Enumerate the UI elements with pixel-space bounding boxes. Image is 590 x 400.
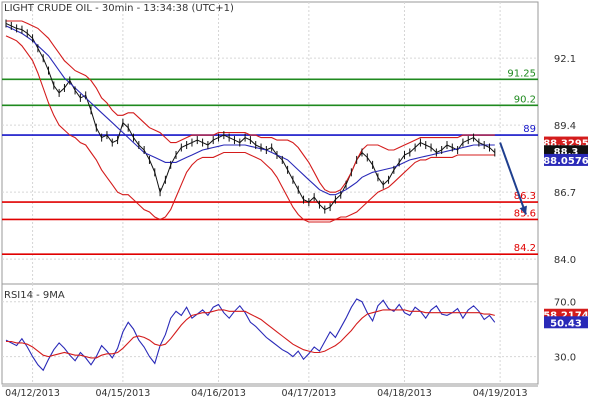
x-tick-label: 04/16/2013 <box>191 388 246 399</box>
series-price <box>5 22 496 211</box>
axis-tick-labels: 92.1 89.4 86.7 84.0 70.0 30.0 04/12/2013 04/15/… <box>5 54 576 399</box>
level-label: 91.25 <box>507 68 536 79</box>
rsi-series-group <box>5 298 496 372</box>
value-badge: 88.0576 <box>543 153 589 167</box>
y-tick-label-main: 84.0 <box>554 255 576 266</box>
forecast-arrow-shaft <box>499 142 527 215</box>
rsi-panel-title: RSI14 - 9MA <box>4 290 65 301</box>
rsi-panel-frame <box>1 283 539 385</box>
level-label: 84.2 <box>514 243 536 254</box>
y-tick-label-rsi: 30.0 <box>554 353 576 364</box>
value-badge-label: 88.3295 <box>543 139 589 150</box>
x-tick-label: 04/12/2013 <box>5 388 60 399</box>
x-tick-label: 04/17/2013 <box>281 388 336 399</box>
level-label: 86.3 <box>514 191 536 202</box>
value-badge: 50.43 <box>544 316 588 329</box>
x-tick-label: 04/19/2013 <box>473 388 528 399</box>
level-label: 90.2 <box>514 94 536 105</box>
series-rsi-ma <box>6 309 495 359</box>
main-chart-title: LIGHT CRUDE OIL - 30min - 13:34:38 (UTC+… <box>4 3 234 14</box>
series-rsi <box>5 298 496 372</box>
y-tick-label-main: 89.4 <box>554 121 576 132</box>
x-tick-label: 04/15/2013 <box>96 388 151 399</box>
price-series-group <box>5 19 527 223</box>
y-tick-label-main: 86.7 <box>554 188 576 199</box>
x-tick-label: 04/18/2013 <box>377 388 432 399</box>
chart-frame <box>1 1 539 387</box>
value-badge-box <box>544 153 588 166</box>
series-bollinger-upper <box>6 20 495 193</box>
forecast-arrow-head <box>519 205 527 215</box>
series-moving-average <box>5 25 495 196</box>
series-bollinger-lower <box>5 35 495 223</box>
y-tick-label-rsi: 70.0 <box>554 298 576 309</box>
value-badge-label: 88.3 <box>554 147 579 158</box>
level-label: 89 <box>523 124 536 135</box>
y-tick-label-main: 92.1 <box>554 54 576 65</box>
value-badge-box <box>544 316 588 329</box>
value-badge-label: 50.43 <box>550 318 582 329</box>
value-badge-label: 88.0576 <box>543 156 589 167</box>
chart-grid <box>2 2 538 384</box>
value-badge-label: 58.2174 <box>543 311 589 322</box>
